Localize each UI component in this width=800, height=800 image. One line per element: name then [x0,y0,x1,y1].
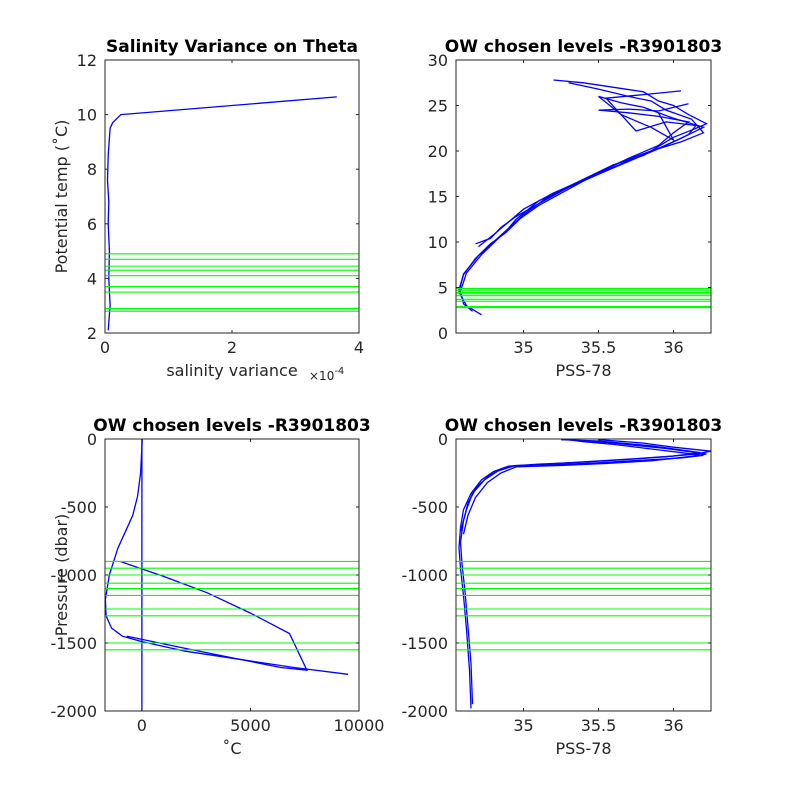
y-tick-label-1: -1500 [402,634,449,653]
chart-title: OW chosen levels -R3901803 [445,416,722,436]
x-tick-label-1: 2 [227,338,237,357]
y-tick-label-3: -500 [412,498,448,517]
x-tick-label-0: 0 [100,338,110,357]
y-tick-label-0: -2000 [51,702,98,721]
y-tick-label-1: -1500 [51,634,98,653]
chart-title: Salinity Variance on Theta [106,37,358,57]
series-line-0 [458,439,711,709]
y-tick-label-4: 20 [428,142,448,161]
series-line-1 [459,439,704,705]
x-tick-label-0: 35 [513,338,533,357]
x-tick-label-2: 36 [663,716,683,735]
y-tick-label-6: 30 [428,51,448,70]
x-axis-exponent-power: -4 [334,366,344,377]
y-tick-label-1: 5 [438,279,448,298]
series-line-3 [459,439,701,532]
x-axis-label: PSS-78 [555,361,611,380]
y-tick-label-2: -1000 [402,566,449,585]
y-tick-label-3: -500 [61,498,97,517]
x-axis-label: ˚C [222,739,241,758]
y-tick-label-2: -1000 [51,566,98,585]
plot-area [105,96,359,331]
y-tick-label-1: 4 [87,269,97,288]
series-line-1 [105,439,349,675]
y-tick-label-0: 2 [87,324,97,343]
x-tick-label-0: 0 [137,716,147,735]
x-tick-label-1: 5000 [230,716,271,735]
y-tick-label-2: 10 [428,233,448,252]
x-axis-exponent: ×10-4 [309,366,344,383]
x-tick-label-2: 10000 [334,716,385,735]
y-tick-label-4: 0 [438,430,448,449]
y-tick-label-5: 25 [428,97,448,116]
y-axis-label: Potential temp (˚C) [52,120,71,274]
x-tick-label-2: 36 [663,338,683,357]
series-line-2 [458,103,691,302]
plot-area [105,439,359,711]
y-tick-label-3: 15 [428,188,448,207]
series-line-4 [475,90,698,245]
y-tick-label-4: 0 [87,430,97,449]
y-tick-label-0: 0 [438,324,448,343]
y-axis-label: Pressure (dbar) [52,514,71,637]
series-line-2 [119,560,308,671]
x-tick-label-1: 35.5 [581,338,617,357]
plot-background [456,60,711,333]
y-tick-label-5: 12 [77,51,97,70]
x-tick-label-0: 35 [513,716,533,735]
plot-area [456,439,711,709]
plot-area [456,79,711,316]
chart-p4: 35 35.5 36 -2000 -1500 -1000 -500 0OW chosen le… [402,416,723,758]
y-tick-label-4: 10 [77,106,97,125]
y-tick-label-2: 6 [87,215,97,234]
series-line-3 [478,95,706,248]
x-axis-exponent-base: ×10 [309,369,334,383]
chart-title: OW chosen levels -R3901803 [93,416,370,436]
x-tick-label-2: 4 [354,338,364,357]
chart-title: OW chosen levels -R3901803 [445,37,722,57]
x-tick-label-1: 35.5 [581,716,617,735]
y-tick-label-3: 8 [87,160,97,179]
x-axis-label: salinity variance [166,361,297,380]
x-axis-label: PSS-78 [555,739,611,758]
y-tick-label-0: -2000 [402,702,449,721]
series-line-0 [106,96,337,331]
